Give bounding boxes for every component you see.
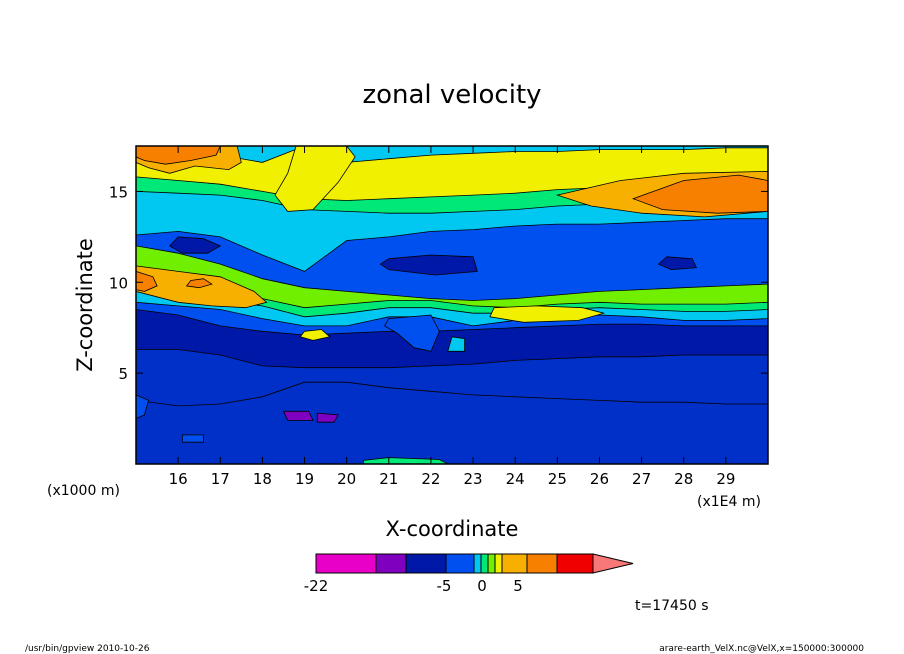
plot-area bbox=[135, 145, 769, 465]
contour-patch-16 bbox=[316, 412, 339, 423]
contour-patch-3 bbox=[136, 270, 158, 292]
contour-patch-8 bbox=[632, 174, 768, 214]
colorbar-label: 0 bbox=[477, 577, 487, 595]
colorbar-arrow bbox=[592, 553, 634, 574]
y-unit-label: (x1000 m) bbox=[47, 483, 120, 499]
contour-patch-5 bbox=[489, 305, 606, 323]
y-axis: 5 10 15 bbox=[109, 183, 768, 383]
contour-patch-14 bbox=[447, 336, 466, 352]
contour-patch-9 bbox=[274, 146, 356, 212]
contour-patch-12 bbox=[657, 256, 698, 271]
x-tick-label: 23 bbox=[464, 470, 483, 488]
contour-patch-13 bbox=[384, 314, 440, 352]
x-tick-label: 28 bbox=[674, 470, 693, 488]
contour-patch-4 bbox=[185, 278, 213, 289]
colorbar-swatch-8 bbox=[501, 553, 528, 574]
contour-patch-6 bbox=[299, 329, 331, 341]
x-tick-label: 26 bbox=[590, 470, 609, 488]
colorbar-swatch-0 bbox=[315, 553, 377, 574]
time-label: t=17450 s bbox=[635, 598, 709, 614]
footer-right: arare-earth_VelX.nc@VelX,x=150000:300000 bbox=[659, 644, 864, 654]
contour-patch-1 bbox=[136, 146, 221, 165]
colorbar-label: -5 bbox=[437, 577, 452, 595]
x-tick-label: 27 bbox=[632, 470, 651, 488]
contour-patch-18 bbox=[181, 434, 204, 443]
contour-patch-17 bbox=[136, 394, 150, 420]
contour-patch-15 bbox=[282, 410, 314, 421]
colorbar-swatch-9 bbox=[526, 553, 558, 574]
colorbar-swatch-10 bbox=[556, 553, 594, 574]
y-tick-label: 10 bbox=[109, 274, 128, 292]
x-tick-label: 17 bbox=[211, 470, 230, 488]
x-axis: 16 17 18 19 20 21 22 23 24 25 26 27 28 29 bbox=[169, 146, 735, 488]
colorbar-swatch-7 bbox=[494, 553, 503, 574]
y-tick-label: 15 bbox=[109, 183, 128, 201]
contour-patch-19 bbox=[363, 457, 448, 464]
x-tick-label: 29 bbox=[716, 470, 735, 488]
y-axis-label: Z-coordinate bbox=[73, 238, 97, 372]
footer-left: /usr/bin/gpview 2010-10-26 bbox=[25, 644, 150, 654]
colorbar-swatch-5 bbox=[480, 553, 489, 574]
contour-band-10 bbox=[136, 146, 768, 163]
contour-patch-10 bbox=[169, 236, 222, 254]
x-tick-label: 24 bbox=[506, 470, 525, 488]
x-axis-label: X-coordinate bbox=[386, 517, 519, 541]
y-tick-label: 5 bbox=[118, 365, 128, 383]
x-tick-label: 19 bbox=[295, 470, 314, 488]
contour-patch-11 bbox=[379, 254, 478, 276]
colorbar-swatch-2 bbox=[405, 553, 447, 574]
chart-title: zonal velocity bbox=[362, 80, 541, 110]
colorbar-swatch-6 bbox=[487, 553, 496, 574]
contour-patches bbox=[136, 146, 768, 464]
x-tick-label: 16 bbox=[169, 470, 188, 488]
colorbar-label: 5 bbox=[513, 577, 523, 595]
x-tick-label: 25 bbox=[548, 470, 567, 488]
x-tick-label: 18 bbox=[253, 470, 272, 488]
colorbar-label: -22 bbox=[304, 577, 329, 595]
x-tick-label: 22 bbox=[421, 470, 440, 488]
colorbar-swatch-1 bbox=[375, 553, 407, 574]
x-tick-label: 20 bbox=[337, 470, 356, 488]
x-tick-label: 21 bbox=[379, 470, 398, 488]
plot-frame bbox=[135, 145, 769, 465]
colorbar-swatch-4 bbox=[473, 553, 482, 574]
colorbar-swatch-3 bbox=[445, 553, 475, 574]
colorbar: -22 -5 0 5 bbox=[304, 553, 634, 595]
x-unit-label: (x1E4 m) bbox=[697, 494, 761, 510]
